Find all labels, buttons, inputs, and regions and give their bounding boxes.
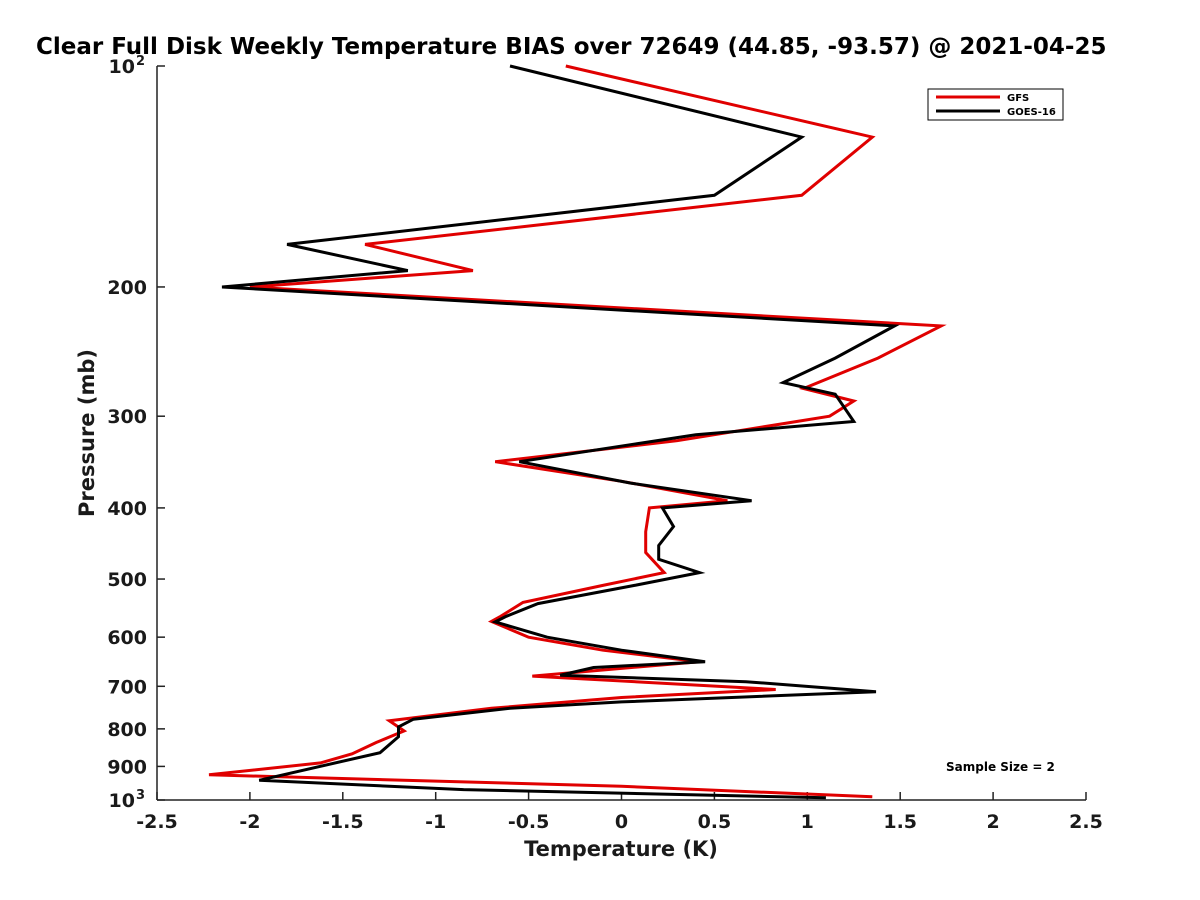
- x-tick-label: 1: [801, 811, 814, 833]
- y-tick-exponent: 3: [136, 788, 145, 803]
- y-tick-label: 900: [107, 756, 147, 778]
- x-tick-label: -2: [239, 811, 260, 833]
- y-tick-label: 10: [109, 790, 135, 812]
- plot-axes: [156, 66, 1086, 801]
- x-tick-label: -1.5: [322, 811, 364, 833]
- y-tick-label: 200: [107, 277, 147, 299]
- data-series: [208, 64, 947, 800]
- x-tick-label: 2: [986, 811, 999, 833]
- x-axis-label: Temperature (K): [524, 837, 718, 861]
- legend-label: GOES-16: [1007, 107, 1056, 118]
- legend-box: [927, 88, 1064, 121]
- y-axis-label: Pressure (mb): [75, 349, 99, 517]
- y-tick-label: 10: [109, 56, 135, 78]
- legend-label: GFS: [1007, 93, 1029, 104]
- x-tick-label: 1.5: [883, 811, 917, 833]
- x-tick-label: -2.5: [136, 811, 178, 833]
- y-tick-label: 300: [107, 406, 147, 428]
- y-tick-label: 700: [107, 676, 147, 698]
- y-tick-label: 400: [107, 498, 147, 520]
- x-tick-label: 0.5: [698, 811, 732, 833]
- y-tick-label: 800: [107, 719, 147, 741]
- chart-title: Clear Full Disk Weekly Temperature BIAS …: [36, 34, 1106, 60]
- x-ticks: -2.5 -2 -1.5 -1 -0.5 0 0.5 1 1.5 2 2.5: [136, 792, 1103, 833]
- legend: GFS GOES-16: [927, 88, 1064, 121]
- x-tick-label: 0: [615, 811, 628, 833]
- series-line-goes-16: [221, 64, 900, 800]
- y-tick-label: 500: [107, 569, 147, 591]
- series-line-gfs: [208, 64, 947, 799]
- y-tick-exponent: 2: [136, 54, 145, 69]
- sample-size-annotation: Sample Size = 2: [946, 760, 1055, 774]
- x-tick-label: 2.5: [1069, 811, 1103, 833]
- x-tick-label: -0.5: [508, 811, 550, 833]
- y-tick-label: 600: [107, 627, 147, 649]
- x-tick-label: -1: [425, 811, 446, 833]
